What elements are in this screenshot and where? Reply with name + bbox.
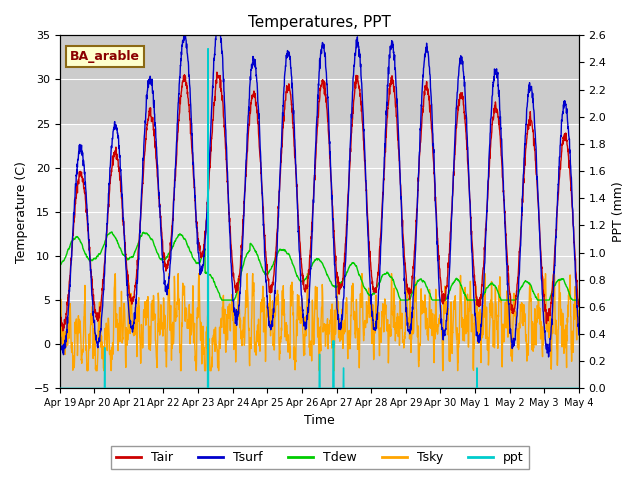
- Text: BA_arable: BA_arable: [70, 50, 140, 63]
- Y-axis label: Temperature (C): Temperature (C): [15, 161, 28, 263]
- X-axis label: Time: Time: [304, 414, 335, 427]
- Legend: Tair, Tsurf, Tdew, Tsky, ppt: Tair, Tsurf, Tdew, Tsky, ppt: [111, 446, 529, 469]
- Bar: [60, 300, 579, 388]
- Bar: [60, 36, 579, 123]
- Title: Temperatures, PPT: Temperatures, PPT: [248, 15, 390, 30]
- Bar: [60, 123, 579, 300]
- Y-axis label: PPT (mm): PPT (mm): [612, 181, 625, 242]
